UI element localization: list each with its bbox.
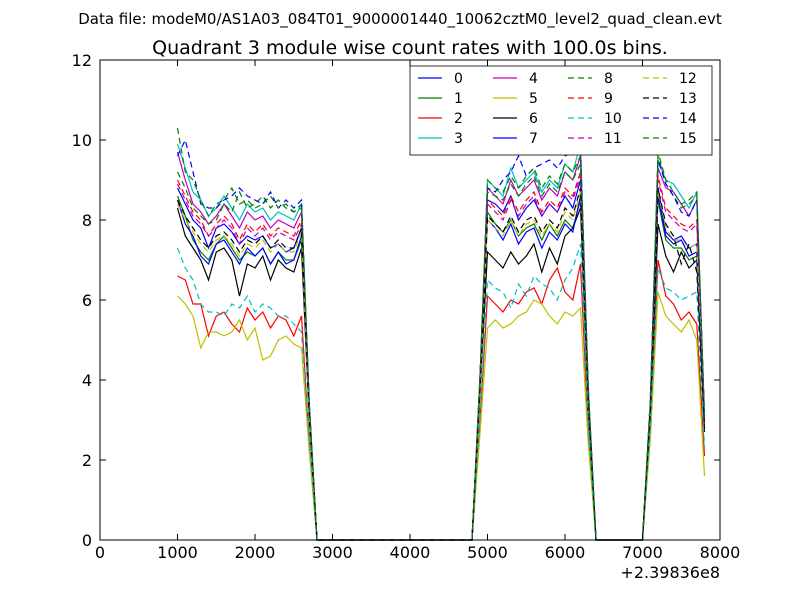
x-tick-label: 3000 bbox=[312, 543, 353, 562]
chart-title: Quadrant 3 module wise count rates with … bbox=[152, 37, 668, 59]
legend-item-11: 11 bbox=[568, 131, 622, 147]
x-tick-label: 8000 bbox=[700, 543, 741, 562]
legend-label: 5 bbox=[529, 91, 538, 107]
x-offset-label: +2.39836e8 bbox=[620, 563, 720, 582]
x-tick-label: 7000 bbox=[622, 543, 663, 562]
legend-item-9: 9 bbox=[568, 91, 613, 107]
legend-item-0: 0 bbox=[418, 71, 463, 87]
legend-item-12: 12 bbox=[643, 71, 697, 87]
series-line-5 bbox=[177, 291, 706, 541]
y-tick-label: 10 bbox=[72, 131, 92, 150]
series-line-1 bbox=[176, 195, 706, 541]
series-line-13 bbox=[176, 187, 706, 541]
legend-item-4: 4 bbox=[493, 71, 538, 87]
legend-label: 12 bbox=[679, 71, 697, 87]
series-line-4 bbox=[176, 151, 706, 541]
legend-label: 15 bbox=[679, 131, 697, 147]
legend-item-5: 5 bbox=[493, 91, 538, 107]
legend-label: 3 bbox=[454, 131, 463, 147]
x-tick-label: 1000 bbox=[157, 543, 198, 562]
plot-area: 0 1000 2000 3000 4000 5000 6000 7000 8000 0 2 4 6 8 1… bbox=[72, 51, 741, 562]
legend-label: 7 bbox=[529, 131, 538, 147]
legend-label: 0 bbox=[454, 71, 463, 87]
series-line-10 bbox=[176, 243, 706, 541]
series-line-6 bbox=[176, 207, 706, 541]
y-tick-label: 12 bbox=[72, 51, 92, 70]
series-line-9 bbox=[176, 171, 706, 541]
x-tick-label: 4000 bbox=[390, 543, 431, 562]
y-tick-label: 4 bbox=[82, 371, 92, 390]
legend-item-3: 3 bbox=[418, 131, 463, 147]
x-tick-label: 5000 bbox=[467, 543, 508, 562]
series-line-2 bbox=[177, 259, 706, 541]
series-line-15 bbox=[176, 127, 706, 541]
legend-frame bbox=[409, 65, 713, 156]
legend-label: 10 bbox=[604, 111, 622, 127]
y-tick-label: 2 bbox=[82, 451, 92, 470]
x-tick-label: 2000 bbox=[235, 543, 276, 562]
legend-item-2: 2 bbox=[418, 111, 463, 127]
legend-item-8: 8 bbox=[568, 71, 613, 87]
legend-label: 4 bbox=[529, 71, 538, 87]
y-tick-label: 6 bbox=[82, 291, 92, 310]
legend-label: 1 bbox=[454, 91, 463, 107]
legend-item-1: 1 bbox=[418, 91, 463, 107]
series-line-3 bbox=[176, 143, 706, 541]
legend-label: 13 bbox=[679, 91, 697, 107]
x-tick-label: 0 bbox=[95, 543, 105, 562]
series-layer bbox=[176, 127, 706, 541]
y-tick-label: 8 bbox=[82, 211, 92, 230]
series-line-12 bbox=[176, 191, 706, 541]
chart-suptitle: Data file: modeM0/AS1A03_084T01_90000014… bbox=[78, 10, 722, 29]
legend-item-14: 14 bbox=[643, 111, 697, 127]
x-axis-ticks: 0 1000 2000 3000 4000 5000 6000 7000 8000 bbox=[95, 60, 740, 562]
legend-item-7: 7 bbox=[493, 131, 538, 147]
series-line-14 bbox=[176, 138, 706, 541]
series-line-11 bbox=[176, 175, 706, 541]
series-line-7 bbox=[176, 195, 706, 541]
legend-label: 2 bbox=[454, 111, 463, 127]
legend-item-6: 6 bbox=[493, 111, 538, 127]
legend-item-13: 13 bbox=[643, 91, 697, 107]
legend-label: 14 bbox=[679, 111, 697, 127]
legend-item-15: 15 bbox=[643, 131, 697, 147]
legend-label: 8 bbox=[604, 71, 613, 87]
y-tick-label: 0 bbox=[82, 531, 92, 550]
series-line-8 bbox=[176, 155, 706, 541]
legend-label: 9 bbox=[604, 91, 613, 107]
legend-item-10: 10 bbox=[568, 111, 622, 127]
legend-label: 11 bbox=[604, 131, 622, 147]
x-tick-label: 6000 bbox=[545, 543, 586, 562]
legend-label: 6 bbox=[529, 111, 538, 127]
